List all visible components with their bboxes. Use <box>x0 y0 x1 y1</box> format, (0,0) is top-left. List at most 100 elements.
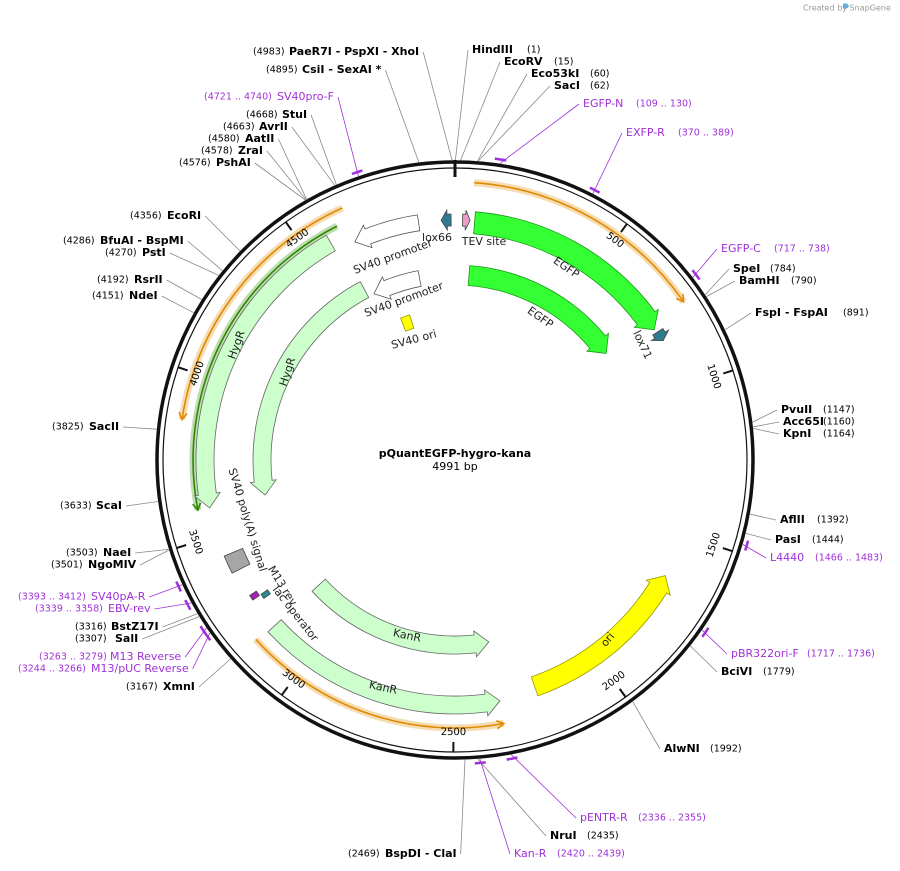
tick-mark <box>620 223 628 233</box>
tick-mark <box>284 221 293 231</box>
site-connector <box>162 613 198 628</box>
site-connector <box>291 126 335 186</box>
primer-connector <box>154 602 192 610</box>
feature <box>267 619 501 717</box>
site-position: (1) <box>527 45 540 56</box>
enzyme-name: EcoRI <box>167 209 201 222</box>
site-position: (1992) <box>710 744 742 755</box>
tick-label: 500 <box>604 230 626 250</box>
primer-name: EGFP-C <box>721 242 761 255</box>
primer-range: (717 .. 738) <box>774 244 830 255</box>
site-connector <box>706 280 736 297</box>
site-position: (1444) <box>812 535 844 546</box>
tick-mark <box>280 686 289 696</box>
primer-name: Kan-R <box>514 847 547 860</box>
primer-name: pENTR-R <box>580 811 628 824</box>
site-connector <box>690 645 718 673</box>
enzyme-name: ScaI <box>96 499 122 512</box>
site-position: (3167) <box>126 682 158 693</box>
feature-label: TEV site <box>461 235 507 248</box>
site-position: (60) <box>590 69 610 80</box>
primer-connector <box>592 132 623 194</box>
site-connector <box>705 268 730 295</box>
site-position: (2435) <box>587 831 619 842</box>
enzyme-name: PstI <box>142 246 166 259</box>
site-connector <box>198 658 231 688</box>
site-connector <box>477 758 547 837</box>
site-connector <box>161 295 194 314</box>
enzyme-name: SacI <box>554 79 580 92</box>
enzyme-name: PasI <box>775 533 801 546</box>
orfs <box>178 179 687 732</box>
primer-connector <box>499 103 580 164</box>
plasmid-length: 4991 bp <box>432 460 477 473</box>
enzyme-name: EcoRV <box>504 55 543 68</box>
primer-name: pBR322ori-F <box>731 647 799 660</box>
primer-connector <box>692 248 718 278</box>
site-position: (3501) <box>51 560 83 571</box>
enzyme-name: StuI <box>282 108 307 121</box>
snapgene-logo: Created by SnapGene <box>803 3 891 13</box>
enzyme-name: NdeI <box>129 289 158 302</box>
primer-name: EXFP-R <box>626 126 665 139</box>
site-connector <box>753 421 780 428</box>
site-connector <box>753 428 780 435</box>
enzyme-name: SpeI <box>733 262 760 275</box>
enzyme-name: FspI - FspAI <box>755 306 828 319</box>
enzyme-name: BspDI - ClaI <box>385 847 457 860</box>
primer-site <box>184 599 192 611</box>
tick-label: 3500 <box>186 528 204 556</box>
primer-site <box>474 761 486 765</box>
tick-mark <box>177 366 188 372</box>
site-position: (3825) <box>52 422 84 433</box>
site-connector <box>478 85 551 162</box>
primer-range: (2336 .. 2355) <box>638 813 706 824</box>
primer-connector <box>742 544 767 559</box>
primer-site <box>691 269 701 281</box>
primer-connector <box>149 584 183 598</box>
feature-label: SV40 ori <box>390 327 438 352</box>
primer-connector <box>184 627 207 658</box>
site-position: (4895) <box>266 65 298 76</box>
enzyme-name: SacII <box>89 420 119 433</box>
tick-label: 1500 <box>705 531 723 559</box>
site-position: (891) <box>843 308 869 319</box>
enzyme-name: AatII <box>245 132 274 145</box>
site-position: (2469) <box>348 849 380 860</box>
site-position: (784) <box>770 264 796 275</box>
orf-line <box>181 207 343 420</box>
feature <box>467 265 610 354</box>
site-position: (3307) <box>75 634 107 645</box>
enzyme-name: Acc65I <box>783 415 824 428</box>
enzyme-name: ZraI <box>238 144 263 157</box>
site-connector <box>169 252 219 276</box>
feature <box>193 234 336 509</box>
enzyme-name: BstZ17I <box>111 620 159 633</box>
primer-range: (1466 .. 1483) <box>815 553 883 564</box>
orf-arrowhead <box>178 411 188 422</box>
feature <box>440 208 452 232</box>
enzyme-name: NgoMIV <box>88 558 137 571</box>
site-position: (4286) <box>63 236 95 247</box>
tick-mark <box>722 547 733 553</box>
tick-mark <box>723 369 734 375</box>
primer-range: (3393 .. 3412) <box>18 592 86 603</box>
orf-line <box>255 638 504 729</box>
orf-arrowhead <box>496 720 506 730</box>
feature <box>461 210 471 231</box>
primer-range: (3339 .. 3358) <box>35 604 103 615</box>
enzyme-name: Eco53kI <box>531 67 579 80</box>
site-position: (4192) <box>97 275 129 286</box>
enzyme-name: BamHI <box>739 274 780 287</box>
site-connector <box>745 533 772 541</box>
primer-range: (109 .. 130) <box>636 99 692 110</box>
site-connector <box>632 701 661 750</box>
site-position: (62) <box>590 81 610 92</box>
primer-range: (3263 .. 3279) <box>39 652 107 663</box>
site-connector <box>125 501 158 507</box>
site-connector <box>460 61 501 161</box>
site-connector <box>166 279 202 300</box>
tick-label: 2500 <box>441 727 467 738</box>
tick-label: 2000 <box>601 669 628 693</box>
